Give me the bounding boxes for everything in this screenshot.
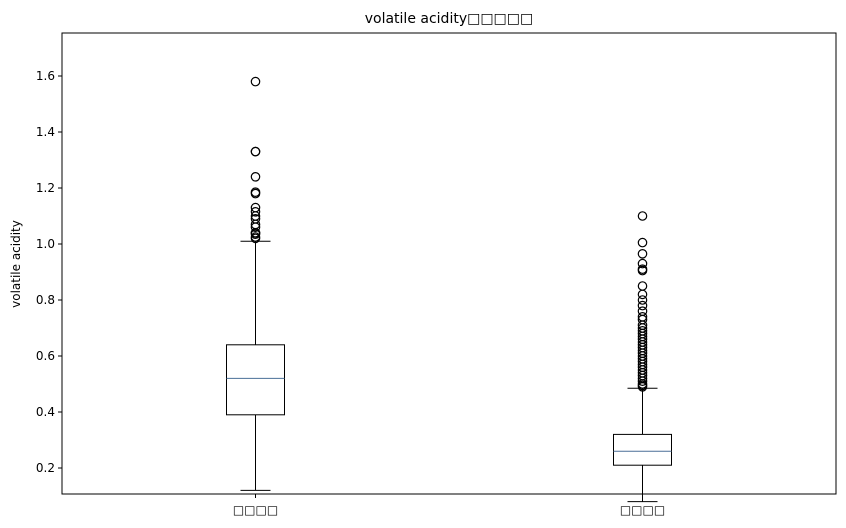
y-axis-label: volatile acidity xyxy=(9,220,23,308)
iqr-box xyxy=(226,344,285,416)
outlier-point xyxy=(250,172,261,182)
chart-title: volatile acidity□□□□□ xyxy=(365,11,534,27)
outlier-point xyxy=(637,211,648,221)
y-tick-label: 0.4 xyxy=(36,405,55,419)
outlier-point xyxy=(250,214,261,224)
outlier-point xyxy=(637,249,648,259)
x-axis: □□□□ □□□□ xyxy=(233,494,665,517)
outlier-point xyxy=(637,306,648,316)
y-tick-label: 1.4 xyxy=(36,125,55,139)
outlier-point xyxy=(250,232,261,242)
y-tick-label: 1.6 xyxy=(36,69,55,83)
y-tick-label: 0.6 xyxy=(36,349,55,363)
outlier-point xyxy=(637,281,648,291)
outlier-point xyxy=(637,295,648,305)
outlier-point xyxy=(637,237,648,248)
outlier-point xyxy=(637,258,648,269)
y-tick-label: 0.8 xyxy=(36,293,55,307)
x-tick-label: □□□□ xyxy=(233,503,278,517)
outlier-point xyxy=(637,300,648,311)
outlier-point xyxy=(250,146,261,157)
y-axis: 0.2 0.4 0.6 0.8 1.0 1.2 1.4 1.6 xyxy=(36,69,62,475)
plot-frame xyxy=(61,32,837,495)
y-tick-label: 1.2 xyxy=(36,181,55,195)
plot-area xyxy=(226,76,672,503)
outlier-point xyxy=(250,76,261,87)
y-tick-label: 1.0 xyxy=(36,237,55,251)
outlier-point xyxy=(637,289,648,300)
outlier-point xyxy=(637,325,648,336)
x-tick-label: □□□□ xyxy=(620,503,665,517)
outlier-point xyxy=(637,311,648,322)
outlier-point xyxy=(250,207,261,217)
y-tick-label: 0.2 xyxy=(36,461,55,475)
iqr-box xyxy=(613,433,672,466)
outlier-point xyxy=(637,264,648,274)
outlier-point xyxy=(250,187,261,197)
outlier-point xyxy=(250,202,261,213)
